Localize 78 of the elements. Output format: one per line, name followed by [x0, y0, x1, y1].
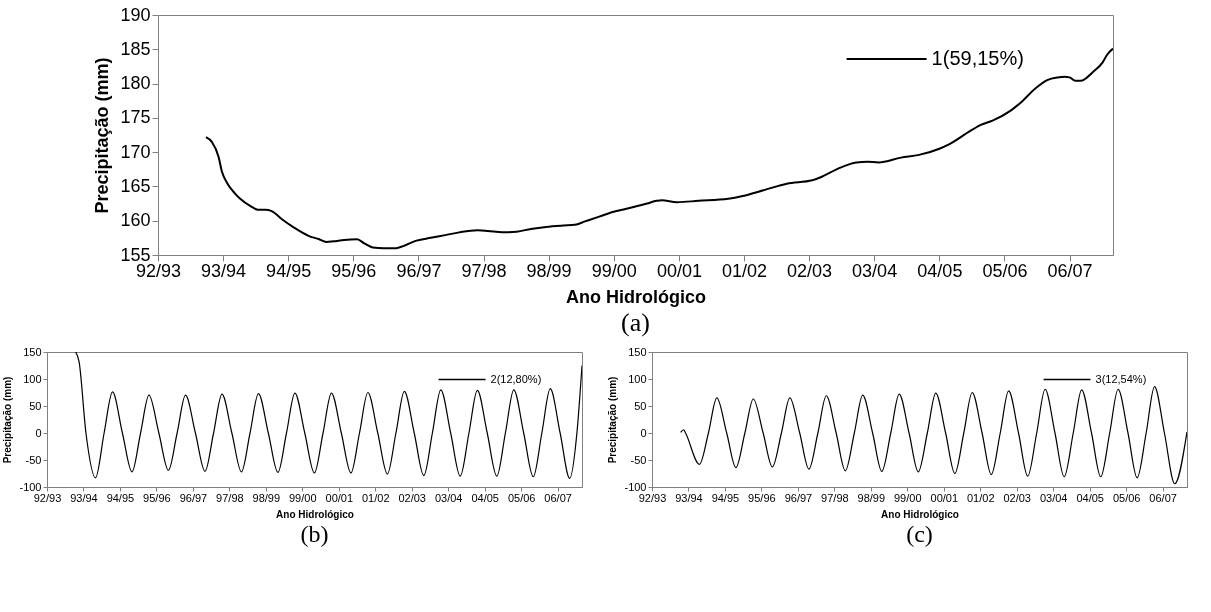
x-tick-label: 94/95: [266, 260, 312, 281]
text: (b): [300, 521, 329, 547]
y-tick-label: 165: [120, 175, 151, 196]
y-tick-label: 185: [120, 38, 151, 59]
y-tick-label: 150: [23, 345, 42, 358]
y-tick-label: 50: [29, 399, 42, 412]
x-tick-label: 99/00: [289, 491, 317, 504]
x-tick-label: 93/94: [201, 260, 247, 281]
x-tick-label: 93/94: [70, 491, 98, 504]
x-tick-label: 01/02: [721, 260, 767, 281]
x-tick-label: 00/01: [930, 491, 959, 504]
x-tick-label: 01/02: [967, 491, 995, 504]
y-axis-title: Precipitação (mm): [607, 376, 619, 464]
text: (a): [621, 308, 650, 337]
x-tick-label: 04/05: [917, 260, 963, 281]
y-tick-label: 50: [634, 399, 647, 412]
y-tick-label: 100: [23, 372, 42, 385]
line-series: [75, 352, 582, 479]
y-tick-label: 190: [120, 4, 151, 25]
y-tick-label: 160: [120, 210, 151, 231]
x-tick-label: 97/98: [461, 260, 507, 281]
line-series: [204, 47, 1113, 250]
y-axis-title: Precipitação (mm): [2, 376, 14, 464]
x-tick-label: 05/06: [982, 260, 1028, 281]
y-tick-label: -50: [25, 453, 42, 466]
x-tick-label: 99/00: [591, 260, 637, 281]
x-tick-label: 97/98: [821, 491, 849, 504]
x-tick-label: 02/03: [398, 491, 426, 504]
x-tick-label: 02/03: [1003, 491, 1031, 504]
x-tick-label: 04/05: [471, 491, 499, 504]
x-tick-label: 06/07: [1047, 260, 1093, 281]
x-tick-label: 95/96: [748, 491, 776, 504]
x-tick-label: 06/07: [544, 491, 572, 504]
x-tick-label: 95/96: [331, 260, 377, 281]
text: (c): [906, 521, 933, 547]
x-tick-label: 96/97: [179, 491, 208, 504]
x-tick-label: 98/99: [857, 491, 886, 504]
x-tick-label: 03/04: [1039, 491, 1068, 504]
y-tick-label: 175: [120, 107, 151, 128]
x-tick-label: 98/99: [252, 491, 281, 504]
x-tick-label: 98/99: [526, 260, 572, 281]
x-tick-label: 00/01: [325, 491, 354, 504]
legend-label: 3(12,54%): [1095, 372, 1147, 385]
x-tick-label: 92/93: [638, 491, 667, 504]
y-tick-label: 100: [628, 372, 647, 385]
x-axis-title: Ano Hidrológico: [881, 508, 959, 520]
y-tick-label: -100: [624, 480, 647, 493]
x-tick-label: 93/94: [675, 491, 703, 504]
x-tick-label: 03/04: [852, 260, 898, 281]
x-axis-title: Ano Hidrológico: [566, 286, 706, 307]
y-tick-label: 0: [640, 426, 647, 439]
x-tick-label: 99/00: [894, 491, 922, 504]
y-tick-label: 0: [35, 426, 42, 439]
x-tick-label: 02/03: [787, 260, 833, 281]
y-tick-label: -100: [19, 480, 42, 493]
x-tick-label: 92/93: [33, 491, 62, 504]
y-tick-label: 170: [120, 141, 151, 162]
x-tick-label: 94/95: [106, 491, 135, 504]
x-tick-label: 06/07: [1149, 491, 1177, 504]
y-axis-title: Precipitação (mm): [92, 57, 113, 214]
y-tick-label: 150: [628, 345, 647, 358]
x-tick-label: 05/06: [507, 491, 536, 504]
x-axis-title: Ano Hidrológico: [276, 508, 354, 520]
y-tick-label: 180: [120, 73, 151, 94]
x-tick-label: 96/97: [396, 260, 442, 281]
legend-label: 2(12,80%): [490, 372, 542, 385]
x-tick-label: 96/97: [784, 491, 813, 504]
x-tick-label: 94/95: [711, 491, 740, 504]
x-tick-label: 01/02: [362, 491, 390, 504]
legend-label: 1(59,15%): [931, 47, 1024, 69]
x-tick-label: 97/98: [216, 491, 244, 504]
y-tick-label: -50: [630, 453, 647, 466]
x-tick-label: 03/04: [434, 491, 463, 504]
x-tick-label: 04/05: [1076, 491, 1104, 504]
x-tick-label: 00/01: [656, 260, 702, 281]
line-series: [680, 385, 1187, 485]
x-tick-label: 95/96: [143, 491, 171, 504]
x-tick-label: 05/06: [1112, 491, 1141, 504]
